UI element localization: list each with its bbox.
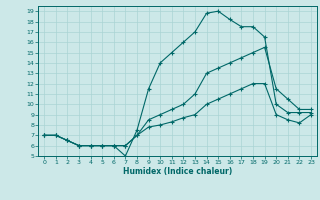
X-axis label: Humidex (Indice chaleur): Humidex (Indice chaleur) bbox=[123, 167, 232, 176]
